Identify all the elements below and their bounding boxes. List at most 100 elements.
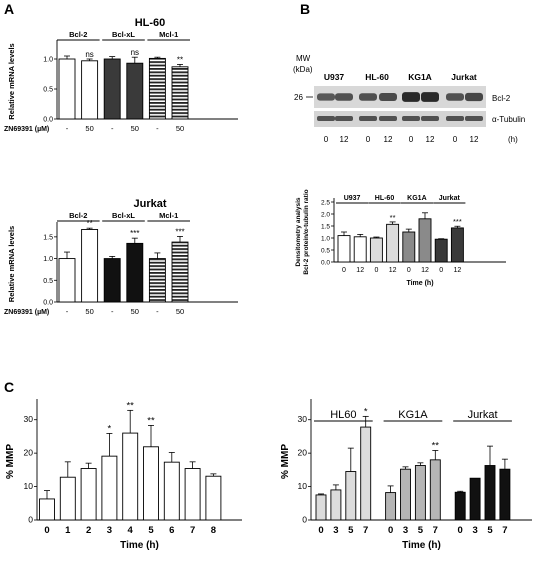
significance-label: * — [364, 406, 368, 417]
bar — [81, 60, 99, 120]
significance-label: ** — [390, 213, 396, 222]
significance-label: ** — [177, 55, 183, 64]
bar — [454, 491, 466, 521]
lane-label: 12 — [470, 135, 479, 144]
bar — [205, 475, 222, 521]
lane-label: 12 — [340, 135, 349, 144]
bar — [103, 258, 121, 303]
group-label: Bcl-2 — [69, 30, 87, 39]
lane-group-hl60: HL-60 — [365, 72, 389, 82]
x-tick-label: 6 — [169, 525, 174, 536]
chart-title: HL-60 — [135, 17, 166, 29]
western-blot: MW (kDa) 26 U937 HL-60 KG1A Jurkat Bcl-2… — [293, 54, 525, 144]
x-tick-label: 0 — [388, 525, 393, 536]
y-tick-label: 0.5 — [43, 278, 53, 285]
x-tick-label: 3 — [472, 525, 477, 536]
group-label: HL-60 — [375, 195, 395, 202]
bar — [58, 58, 76, 120]
tubulin-band — [335, 116, 353, 121]
lane-label: 0 — [324, 135, 329, 144]
significance-label: ** — [432, 440, 440, 451]
x-tick-label: 3 — [107, 525, 112, 536]
y-tick-label: 2.0 — [321, 212, 330, 219]
bar — [59, 476, 76, 521]
x-tick-label: - — [156, 124, 159, 133]
x-axis-label: Time (h) — [120, 540, 159, 551]
significance-label: ** — [86, 219, 92, 228]
group-label: Jurkat — [468, 409, 498, 421]
bar — [122, 432, 139, 521]
group-label: KG1A — [407, 195, 426, 202]
chart-hl60-mrna: 0.0 0.5 1.0 - ns 50 - ns 50 - ** 50 Bcl-2 Bcl-xL Mcl-1… — [4, 17, 238, 133]
significance-label: *** — [453, 217, 462, 226]
y-tick-label: 2.5 — [321, 200, 330, 207]
x-tick-label: - — [111, 307, 114, 316]
group-label: KG1A — [398, 409, 428, 421]
tubulin-band — [317, 116, 335, 121]
x-tick-label: 7 — [502, 525, 507, 536]
x-tick-label: 7 — [190, 525, 195, 536]
significance-label: ns — [85, 50, 93, 59]
x-tick-label: 3 — [333, 525, 338, 536]
x-tick-label: 7 — [363, 525, 368, 536]
x-tick-label: 0 — [407, 267, 411, 274]
y-tick-label: 0.0 — [43, 300, 53, 307]
x-tick-label: 0 — [318, 525, 323, 536]
chart-jurkat-mrna: 0.0 0.5 1.0 1.5 - ** 50 - *** 50 - *** 50 Bcl-2 Bcl-xL… — [4, 198, 238, 316]
y-tick-label: 30 — [24, 414, 34, 424]
bar — [126, 62, 144, 120]
bar — [400, 468, 411, 521]
bar — [418, 218, 432, 263]
group-label: Bcl-xL — [112, 211, 135, 220]
y-tick-label: 10 — [298, 481, 308, 491]
bar — [126, 242, 144, 303]
bar — [315, 494, 327, 521]
bar — [103, 58, 121, 120]
x-tick-label: 5 — [148, 525, 154, 536]
x-tick-label: 0 — [374, 267, 378, 274]
bar — [369, 237, 383, 263]
bar — [81, 229, 99, 303]
y-axis-label: % MMP — [5, 444, 16, 479]
x-tick-label: 5 — [418, 525, 424, 536]
bar — [353, 236, 367, 263]
treatment-row-label: ZN69391 (µM) — [4, 309, 49, 316]
x-tick-label: 0 — [342, 267, 346, 274]
kda-label: (kDa) — [293, 65, 313, 74]
x-tick-label: 2 — [86, 525, 91, 536]
x-tick-label: 0 — [439, 267, 443, 274]
bar — [171, 241, 189, 303]
bar — [386, 223, 400, 263]
y-tick-label: 30 — [298, 414, 308, 424]
blot-bcl2-strip — [314, 86, 486, 108]
bar — [469, 477, 481, 521]
y-tick-label: 0.5 — [321, 248, 330, 255]
x-tick-label: 3 — [403, 525, 408, 536]
treatment-row-label: ZN69391 (µM) — [4, 126, 49, 133]
tubulin-band — [359, 116, 377, 121]
tubulin-bands — [317, 116, 483, 121]
bar — [39, 498, 55, 521]
bar — [184, 468, 201, 521]
x-tick-label: 12 — [454, 267, 462, 274]
lane-label: 0 — [366, 135, 371, 144]
group-label: Bcl-2 — [69, 211, 87, 220]
time-unit: (h) — [508, 135, 518, 144]
y-tick-label: 10 — [24, 481, 34, 491]
x-axis-label: Time (h) — [406, 280, 433, 287]
tubulin-band — [402, 116, 420, 121]
bar — [499, 468, 511, 521]
y-tick-label: 1.5 — [321, 224, 330, 231]
x-tick-label: 50 — [176, 124, 184, 133]
bcl2-band — [317, 93, 335, 101]
lane-label: 0 — [453, 135, 458, 144]
x-tick-label: 50 — [176, 307, 184, 316]
bcl2-band — [335, 93, 353, 101]
bcl2-band — [379, 93, 397, 101]
bar — [80, 468, 97, 521]
group-label: U937 — [344, 195, 361, 202]
y-tick-label: 1.0 — [43, 256, 53, 263]
group-label: Jurkat — [439, 195, 461, 202]
y-tick-label: 0.0 — [321, 260, 330, 267]
